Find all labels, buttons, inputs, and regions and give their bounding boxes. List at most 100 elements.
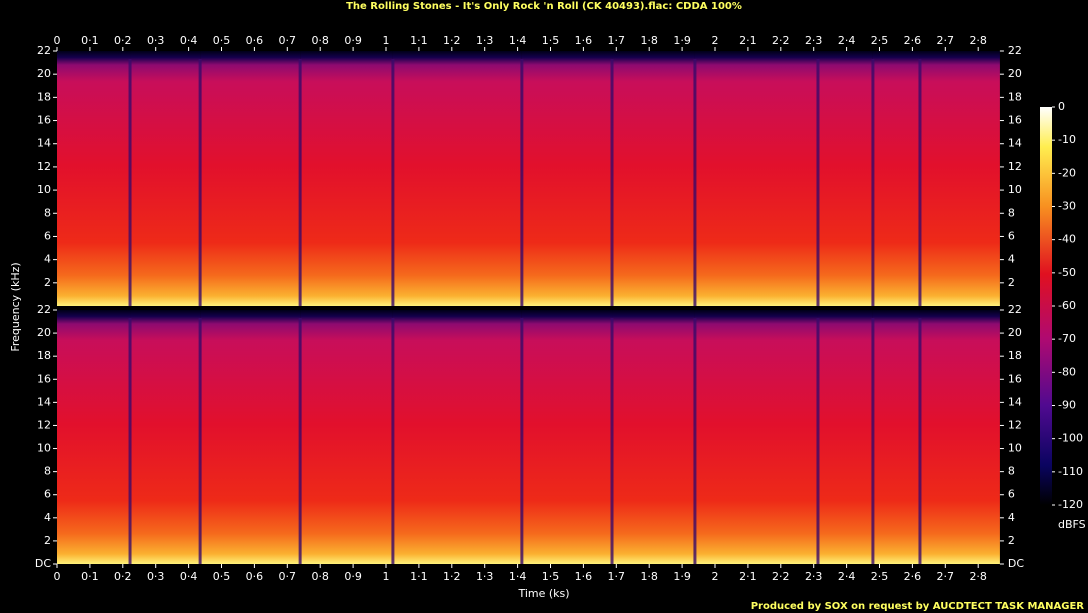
x-tick-label: 1·4 <box>509 34 527 47</box>
y-tick-label: 12 <box>37 160 51 173</box>
x-tick-label: 0·8 <box>311 34 329 47</box>
y-tick-label: 2 <box>1008 276 1015 289</box>
y-tick-label: 8 <box>1008 206 1015 219</box>
x-tick-label: 1·2 <box>443 570 461 583</box>
spectrogram-segment <box>817 51 873 306</box>
x-tick-label: 1·1 <box>410 570 428 583</box>
x-tick-label: 2·4 <box>838 34 856 47</box>
y-tick-label: 20 <box>37 326 51 339</box>
y-tick-label: 22 <box>1008 44 1022 57</box>
y-tick-label: 4 <box>44 511 51 524</box>
x-tick-label: 0 <box>54 570 61 583</box>
y-axis-label: Frequency (kHz) <box>9 262 22 351</box>
y-tick-label: 8 <box>44 206 51 219</box>
x-tick-label: 0·5 <box>213 570 231 583</box>
spectrogram-segment <box>521 310 613 564</box>
spectrogram-segment <box>130 310 201 564</box>
y-tick-label: 14 <box>1008 395 1022 408</box>
y-tick-label: 10 <box>1008 442 1022 455</box>
x-tick-label: 0·3 <box>147 570 165 583</box>
spectrogram-segment <box>392 310 522 564</box>
colorbar-tick-label: -100 <box>1058 432 1083 445</box>
y-tick-label: 2 <box>1008 534 1015 547</box>
y-tick-label: 2 <box>44 276 51 289</box>
x-tick-label: 2·5 <box>871 570 889 583</box>
y-tick-label: 10 <box>37 442 51 455</box>
colorbar-tick-label: -60 <box>1058 299 1076 312</box>
x-tick-label: 2·6 <box>904 570 922 583</box>
y-tick-label: 12 <box>1008 418 1022 431</box>
spectrogram-segment <box>57 51 131 306</box>
spectrogram-segment <box>57 310 131 564</box>
spectrogram-segment <box>919 310 1000 564</box>
y-tick-label: 20 <box>37 67 51 80</box>
y-tick-label: 12 <box>37 418 51 431</box>
y-tick-label: 2 <box>44 534 51 547</box>
spectrogram-segment <box>300 51 393 306</box>
y-tick-label: 14 <box>37 137 51 150</box>
x-tick-label: 2·2 <box>772 34 790 47</box>
spectrogram-segment <box>694 51 818 306</box>
y-tick-label: 8 <box>44 465 51 478</box>
spectrogram-segment <box>872 51 920 306</box>
y-tick-label: 20 <box>1008 326 1022 339</box>
spectrogram-segment <box>612 51 695 306</box>
colorbar-tick-label: 0 <box>1058 100 1065 113</box>
x-tick-label: 1·5 <box>542 570 560 583</box>
y-tick-label: 6 <box>1008 488 1015 501</box>
y-tick-label: 6 <box>1008 229 1015 242</box>
x-tick-label: 2·8 <box>969 570 987 583</box>
x-tick-label: 1·8 <box>640 570 658 583</box>
colorbar-tick-label: -80 <box>1058 365 1076 378</box>
colorbar-label: dBFS <box>1058 518 1086 531</box>
colorbar-tick-label: -10 <box>1058 133 1076 146</box>
x-tick-label: 1 <box>383 34 390 47</box>
x-tick-label: 0·1 <box>81 570 99 583</box>
x-tick-label: 2·7 <box>937 570 955 583</box>
x-tick-label: 2·6 <box>904 34 922 47</box>
y-tick-label: 22 <box>37 303 51 316</box>
y-tick-label: 22 <box>1008 303 1022 316</box>
y-tick-label: 4 <box>44 253 51 266</box>
x-tick-label: 0·8 <box>311 570 329 583</box>
y-tick-label: 16 <box>37 114 51 127</box>
colorbar-tick-label: -120 <box>1058 498 1083 511</box>
spectrogram-segment <box>694 310 818 564</box>
x-tick-label: 1 <box>383 570 390 583</box>
colorbar-tick-label: -30 <box>1058 200 1076 213</box>
x-tick-label: 0·4 <box>180 570 198 583</box>
y-tick-label: 4 <box>1008 253 1015 266</box>
colorbar-tick-label: -90 <box>1058 399 1076 412</box>
spectrogram-segment <box>612 310 695 564</box>
spectrogram-segment <box>200 310 301 564</box>
x-tick-label: 0·9 <box>344 34 362 47</box>
x-tick-label: 1·5 <box>542 34 560 47</box>
y-tick-label: 18 <box>37 349 51 362</box>
y-tick-label: 10 <box>1008 183 1022 196</box>
x-tick-label: 0·4 <box>180 34 198 47</box>
y-tick-label: 14 <box>1008 137 1022 150</box>
x-tick-label: 0·5 <box>213 34 231 47</box>
x-tick-label: 0·1 <box>81 34 99 47</box>
x-tick-label: 0·7 <box>279 570 297 583</box>
spectrogram-segment <box>200 51 301 306</box>
colorbar <box>1040 107 1052 505</box>
y-tick-label: 18 <box>1008 90 1022 103</box>
footer: Produced by SOX on request by AUCDTECT T… <box>751 601 1085 612</box>
colorbar-tick-label: -20 <box>1058 166 1076 179</box>
x-tick-label: 2·3 <box>805 570 823 583</box>
x-tick-label: 1·9 <box>673 570 691 583</box>
y-tick-label: DC <box>35 557 51 570</box>
x-tick-label: 1·9 <box>673 34 691 47</box>
x-tick-label: 0·2 <box>114 570 132 583</box>
y-tick-label: 14 <box>37 395 51 408</box>
spectrogram-segment <box>919 51 1000 306</box>
x-tick-label: 2·7 <box>937 34 955 47</box>
x-tick-label: 1·2 <box>443 34 461 47</box>
y-tick-label: 6 <box>44 229 51 242</box>
x-tick-label: 0·3 <box>147 34 165 47</box>
spectrogram-segment <box>392 51 522 306</box>
x-tick-label: 0·2 <box>114 34 132 47</box>
x-tick-label: 2·5 <box>871 34 889 47</box>
spectrogram-segment <box>817 310 873 564</box>
